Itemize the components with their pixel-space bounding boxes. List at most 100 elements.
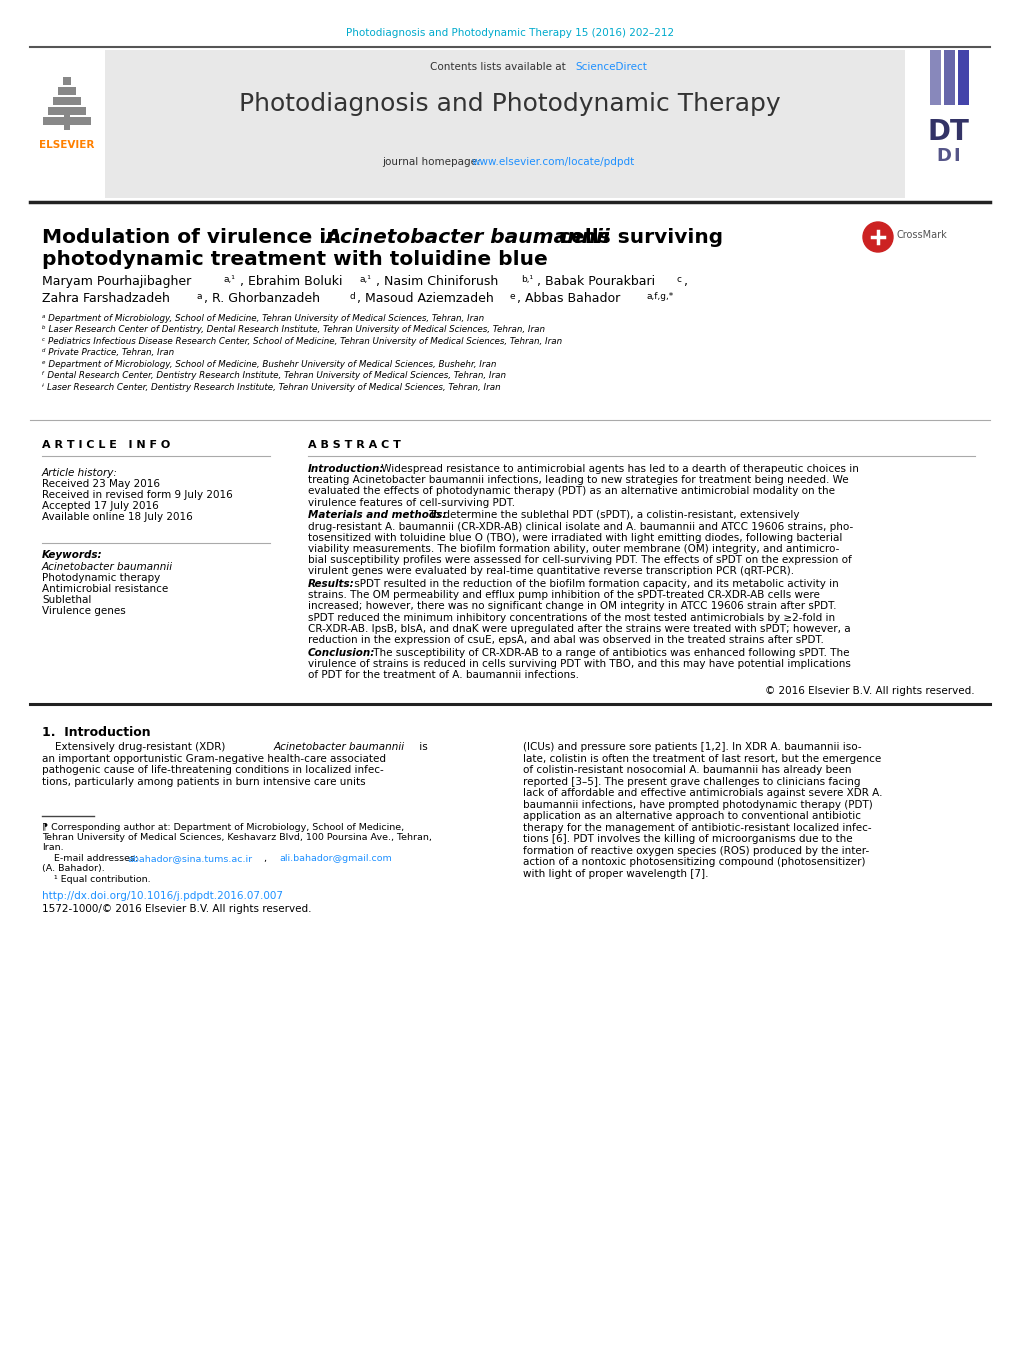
Bar <box>58 86 76 95</box>
Text: bial susceptibility profiles were assessed for cell-surviving PDT. The effects o: bial susceptibility profiles were assess… <box>308 555 851 565</box>
Text: ,: , <box>264 854 270 863</box>
Text: ali.bahador@gmail.com: ali.bahador@gmail.com <box>279 854 391 863</box>
Text: ScienceDirect: ScienceDirect <box>575 62 646 72</box>
Bar <box>943 50 954 105</box>
Text: formation of reactive oxygen species (ROS) produced by the inter-: formation of reactive oxygen species (RO… <box>523 846 868 855</box>
Text: Tehran University of Medical Sciences, Keshavarz Blvd, 100 Poursina Ave., Tehran: Tehran University of Medical Sciences, K… <box>42 834 431 842</box>
Text: 1572-1000/© 2016 Elsevier B.V. All rights reserved.: 1572-1000/© 2016 Elsevier B.V. All right… <box>42 904 311 915</box>
Text: viability measurements. The biofilm formation ability, outer membrane (OM) integ: viability measurements. The biofilm form… <box>308 544 839 554</box>
Text: c: c <box>677 276 682 284</box>
Text: an important opportunistic Gram-negative health-care associated: an important opportunistic Gram-negative… <box>42 754 385 763</box>
Text: tions [6]. PDT involves the killing of microorganisms due to the: tions [6]. PDT involves the killing of m… <box>523 835 852 844</box>
Text: Extensively drug-resistant (XDR): Extensively drug-resistant (XDR) <box>42 742 228 753</box>
Text: To determine the sublethal PDT (sPDT), a colistin-resistant, extensively: To determine the sublethal PDT (sPDT), a… <box>426 511 799 520</box>
Text: sPDT resulted in the reduction of the biofilm formation capacity, and its metabo: sPDT resulted in the reduction of the bi… <box>351 580 838 589</box>
Text: evaluated the effects of photodynamic therapy (PDT) as an alternative antimicrob: evaluated the effects of photodynamic th… <box>308 486 835 496</box>
Text: Introduction:: Introduction: <box>308 463 384 474</box>
Text: Modulation of virulence in: Modulation of virulence in <box>42 228 347 247</box>
Text: © 2016 Elsevier B.V. All rights reserved.: © 2016 Elsevier B.V. All rights reserved… <box>764 686 974 696</box>
Text: Maryam Pourhajibagher: Maryam Pourhajibagher <box>42 276 192 288</box>
Text: abahador@sina.tums.ac.ir: abahador@sina.tums.ac.ir <box>127 854 252 863</box>
Text: , Abbas Bahador: , Abbas Bahador <box>517 292 620 305</box>
Text: virulence of strains is reduced in cells surviving PDT with TBO, and this may ha: virulence of strains is reduced in cells… <box>308 659 850 669</box>
Text: reported [3–5]. The present grave challenges to clinicians facing: reported [3–5]. The present grave challe… <box>523 777 860 786</box>
Text: journal homepage:: journal homepage: <box>382 157 483 168</box>
Text: therapy for the management of antibiotic-resistant localized infec-: therapy for the management of antibiotic… <box>523 823 871 832</box>
Text: of PDT for the treatment of A. baumannii infections.: of PDT for the treatment of A. baumannii… <box>308 670 579 680</box>
Text: is: is <box>416 742 427 753</box>
Text: I: I <box>953 147 959 165</box>
Text: ᵈ Private Practice, Tehran, Iran: ᵈ Private Practice, Tehran, Iran <box>42 349 174 358</box>
Text: Accepted 17 July 2016: Accepted 17 July 2016 <box>42 501 159 511</box>
Text: cells surviving: cells surviving <box>551 228 722 247</box>
Text: Sublethal: Sublethal <box>42 594 92 605</box>
Text: ᶜ Pediatrics Infectious Disease Research Center, School of Medicine, Tehran Univ: ᶜ Pediatrics Infectious Disease Research… <box>42 336 561 346</box>
Text: Acinetobacter baumannii: Acinetobacter baumannii <box>274 742 405 753</box>
Text: baumannii infections, have prompted photodynamic therapy (PDT): baumannii infections, have prompted phot… <box>523 800 872 809</box>
Bar <box>43 118 91 126</box>
Text: , R. Ghorbanzadeh: , R. Ghorbanzadeh <box>204 292 320 305</box>
Text: Conclusion:: Conclusion: <box>308 647 375 658</box>
Text: ᵃ Department of Microbiology, School of Medicine, Tehran University of Medical S: ᵃ Department of Microbiology, School of … <box>42 313 484 323</box>
Text: virulence features of cell-surviving PDT.: virulence features of cell-surviving PDT… <box>308 497 515 508</box>
Text: late, colistin is often the treatment of last resort, but the emergence: late, colistin is often the treatment of… <box>523 754 880 763</box>
Text: Received in revised form 9 July 2016: Received in revised form 9 July 2016 <box>42 490 232 500</box>
Text: ,: , <box>684 276 688 288</box>
Text: , Nasim Chiniforush: , Nasim Chiniforush <box>376 276 497 288</box>
Text: action of a nontoxic photosensitizing compound (photosensitizer): action of a nontoxic photosensitizing co… <box>523 858 865 867</box>
Bar <box>48 107 86 115</box>
Text: ᵉ Department of Microbiology, School of Medicine, Bushehr University of Medical : ᵉ Department of Microbiology, School of … <box>42 359 496 369</box>
Text: Photodiagnosis and Photodynamic Therapy: Photodiagnosis and Photodynamic Therapy <box>238 92 781 116</box>
Text: ELSEVIER: ELSEVIER <box>40 141 95 150</box>
Text: increased; however, there was no significant change in OM integrity in ATCC 1960: increased; however, there was no signifi… <box>308 601 836 612</box>
Text: ᶤ Laser Research Center, Dentistry Research Institute, Tehran University of Medi: ᶤ Laser Research Center, Dentistry Resea… <box>42 382 500 392</box>
Text: Contents lists available at: Contents lists available at <box>430 62 569 72</box>
Text: ¹ Equal contribution.: ¹ Equal contribution. <box>42 875 151 885</box>
Text: D: D <box>935 147 951 165</box>
Text: a,¹: a,¹ <box>360 276 372 284</box>
Text: a: a <box>197 292 203 301</box>
Text: Acinetobacter baumannii: Acinetobacter baumannii <box>325 228 609 247</box>
Text: , Babak Pourakbari: , Babak Pourakbari <box>536 276 654 288</box>
Text: e: e <box>510 292 516 301</box>
Text: CR-XDR-AB. lpsB, blsA, and dnaK were upregulated after the strains were treated : CR-XDR-AB. lpsB, blsA, and dnaK were upr… <box>308 624 850 634</box>
Text: photodynamic treatment with toluidine blue: photodynamic treatment with toluidine bl… <box>42 250 547 269</box>
Text: virulent genes were evaluated by real-time quantitative reverse transcription PC: virulent genes were evaluated by real-ti… <box>308 566 794 577</box>
Text: www.elsevier.com/locate/pdpdt: www.elsevier.com/locate/pdpdt <box>472 157 635 168</box>
Text: The susceptibility of CR-XDR-AB to a range of antibiotics was enhanced following: The susceptibility of CR-XDR-AB to a ran… <box>370 647 849 658</box>
Text: Received 23 May 2016: Received 23 May 2016 <box>42 480 160 489</box>
Text: treating Acinetobacter baumannii infections, leading to new strategies for treat: treating Acinetobacter baumannii infecti… <box>308 476 848 485</box>
Text: tions, particularly among patients in burn intensive care units: tions, particularly among patients in bu… <box>42 777 365 786</box>
Text: Keywords:: Keywords: <box>42 550 103 561</box>
Text: application as an alternative approach to conventional antibiotic: application as an alternative approach t… <box>523 812 860 821</box>
Bar <box>105 50 904 199</box>
Bar <box>30 50 104 199</box>
Text: Photodiagnosis and Photodynamic Therapy 15 (2016) 202–212: Photodiagnosis and Photodynamic Therapy … <box>345 28 674 38</box>
Text: a,¹: a,¹ <box>224 276 235 284</box>
Text: a,f,g,*: a,f,g,* <box>646 292 674 301</box>
Text: Results:: Results: <box>308 580 355 589</box>
Text: reduction in the expression of csuE, epsA, and abaI was observed in the treated : reduction in the expression of csuE, eps… <box>308 635 823 644</box>
Text: Zahra Farshadzadeh: Zahra Farshadzadeh <box>42 292 170 305</box>
Text: with light of proper wavelength [7].: with light of proper wavelength [7]. <box>523 869 708 878</box>
Text: Acinetobacter baumannii: Acinetobacter baumannii <box>42 562 173 571</box>
Text: (A. Bahador).: (A. Bahador). <box>42 865 105 873</box>
Text: A R T I C L E   I N F O: A R T I C L E I N F O <box>42 440 170 450</box>
Text: d: d <box>350 292 356 301</box>
Text: Virulence genes: Virulence genes <box>42 607 125 616</box>
Text: http://dx.doi.org/10.1016/j.pdpdt.2016.07.007: http://dx.doi.org/10.1016/j.pdpdt.2016.0… <box>42 892 282 901</box>
Text: (ICUs) and pressure sore patients [1,2]. In XDR A. baumannii iso-: (ICUs) and pressure sore patients [1,2].… <box>523 742 861 753</box>
Text: drug-resistant A. baumannii (CR-XDR-AB) clinical isolate and A. baumannii and AT: drug-resistant A. baumannii (CR-XDR-AB) … <box>308 521 853 531</box>
Text: Photodynamic therapy: Photodynamic therapy <box>42 573 160 584</box>
Circle shape <box>862 222 892 253</box>
Bar <box>63 77 71 85</box>
Text: Available online 18 July 2016: Available online 18 July 2016 <box>42 512 193 521</box>
Text: CrossMark: CrossMark <box>896 230 947 240</box>
Text: Iran.: Iran. <box>42 843 63 852</box>
Text: Article history:: Article history: <box>42 467 118 478</box>
Text: Materials and methods:: Materials and methods: <box>308 511 446 520</box>
Text: E-mail addresses:: E-mail addresses: <box>42 854 141 863</box>
Text: A B S T R A C T: A B S T R A C T <box>308 440 400 450</box>
Text: pathogenic cause of life-threatening conditions in localized infec-: pathogenic cause of life-threatening con… <box>42 765 383 775</box>
Text: strains. The OM permeability and efflux pump inhibition of the sPDT-treated CR-X: strains. The OM permeability and efflux … <box>308 590 819 600</box>
